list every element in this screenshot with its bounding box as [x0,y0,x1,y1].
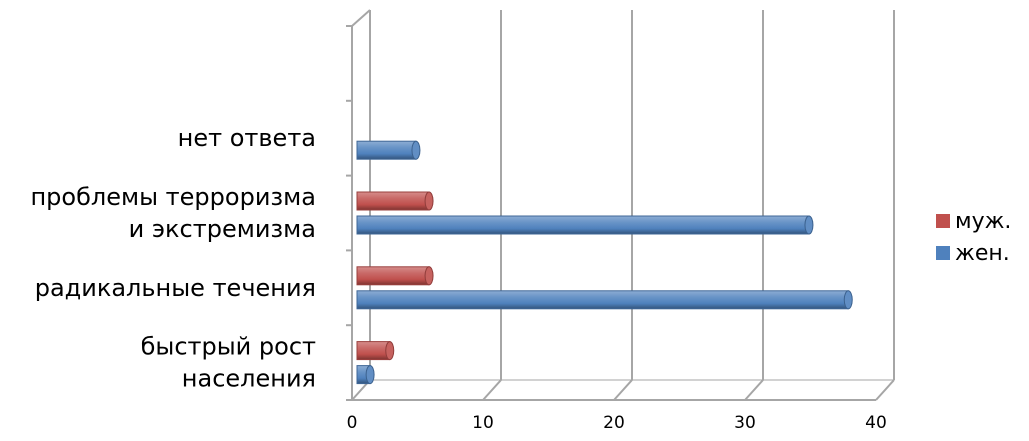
x-tick-label: 20 [603,413,625,433]
legend-label-zhen: жен. [955,241,1010,266]
bar-cap [385,341,395,361]
bar-cap [804,215,814,235]
category-label: радикальные течения [35,274,316,302]
legend-swatch-muzh [936,214,950,228]
bar-zhen-0 [356,365,375,385]
bar-body [356,341,391,361]
gridline-floor [613,379,633,401]
bar-zhen-1 [356,290,853,310]
bar-cap [365,365,375,385]
bars [356,140,853,385]
category-label: населения [182,365,316,393]
bar-zhen-3 [356,140,421,160]
bar-body [356,290,849,310]
gridlines [351,10,895,401]
bar-body [356,215,810,235]
bar-body [356,266,430,286]
category-label: и экстремизма [129,215,316,243]
gridline-floor [744,379,764,401]
bar-cap [424,266,434,286]
category-label: быстрый рост [141,333,316,361]
x-tick-label: 10 [472,413,494,433]
bar-muzh-1 [356,266,434,286]
gridline-floor [875,379,895,401]
x-tick-label: 30 [734,413,756,433]
bar-cap [424,191,434,211]
bar-cap [411,140,421,160]
legend-label-muzh: муж. [955,209,1011,234]
bar-body [356,140,417,160]
x-tick-label: 0 [347,413,358,433]
category-label: проблемы терроризма [30,183,316,211]
bar-zhen-2 [356,215,814,235]
x-tick-label: 40 [865,413,887,433]
bar-muzh-2 [356,191,434,211]
bar-body [356,191,430,211]
bar-muzh-0 [356,341,395,361]
y-axis-top-edge [351,9,371,27]
category-label: нет ответа [178,124,316,152]
bar-cap [843,290,853,310]
legend-swatch-zhen [936,246,950,260]
gridline-floor [482,379,502,401]
